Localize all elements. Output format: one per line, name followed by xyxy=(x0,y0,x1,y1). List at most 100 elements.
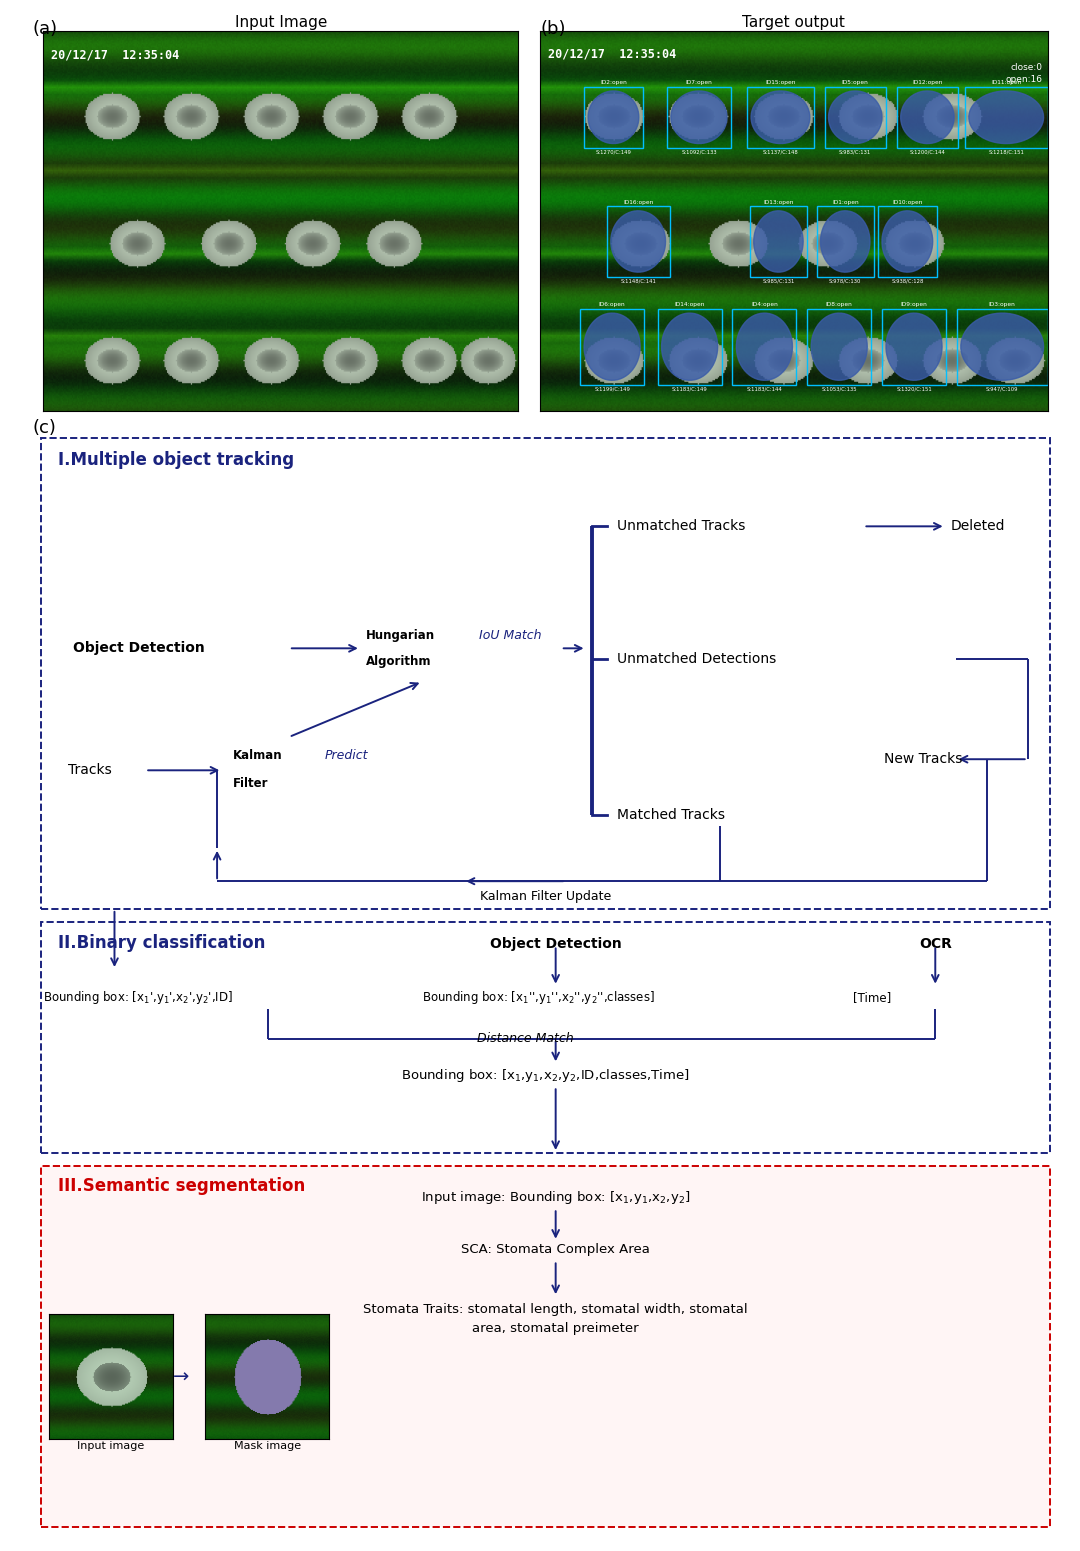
Text: Bounding box: [x$_1$,y$_1$,x$_2$,y$_2$,ID,classes,Time]: Bounding box: [x$_1$,y$_1$,x$_2$,y$_2$,I… xyxy=(401,1067,690,1084)
Text: S:1148/C:141: S:1148/C:141 xyxy=(620,278,657,282)
Text: S:1092/C:133: S:1092/C:133 xyxy=(681,149,717,155)
Text: Bounding box: [x$_1$',y$_1$',x$_2$',y$_2$',ID]: Bounding box: [x$_1$',y$_1$',x$_2$',y$_2… xyxy=(43,990,232,1007)
Text: S:1137/C:148: S:1137/C:148 xyxy=(762,149,798,155)
Text: Hungarian: Hungarian xyxy=(366,628,435,642)
Polygon shape xyxy=(671,92,727,144)
Text: I.Multiple object tracking: I.Multiple object tracking xyxy=(58,451,294,468)
Text: Stomata Traits: stomatal length, stomatal width, stomatal
area, stomatal preimet: Stomata Traits: stomatal length, stomata… xyxy=(363,1303,748,1335)
Bar xyxy=(580,309,644,385)
Text: ID6:open: ID6:open xyxy=(598,302,625,307)
X-axis label: Mask image: Mask image xyxy=(233,1441,301,1452)
Title: Target output: Target output xyxy=(742,16,846,29)
Bar xyxy=(750,206,807,276)
Text: S:947/C:109: S:947/C:109 xyxy=(986,386,1018,391)
Text: S:983/C:131: S:983/C:131 xyxy=(839,149,872,155)
Bar xyxy=(896,87,958,147)
Bar xyxy=(732,309,796,385)
Text: Input image: Bounding box: [x$_1$,y$_1$,x$_2$,y$_2$]: Input image: Bounding box: [x$_1$,y$_1$,… xyxy=(421,1188,690,1205)
Text: S:1320/C:151: S:1320/C:151 xyxy=(896,386,932,391)
Text: Deleted: Deleted xyxy=(950,520,1005,534)
Text: Kalman: Kalman xyxy=(232,749,282,763)
Polygon shape xyxy=(901,92,954,144)
Bar xyxy=(607,206,670,276)
Bar xyxy=(816,206,874,276)
Bar xyxy=(584,87,643,147)
Bar xyxy=(878,206,936,276)
Title: Input Image: Input Image xyxy=(234,16,327,29)
Text: ID13:open: ID13:open xyxy=(764,200,794,205)
Polygon shape xyxy=(882,211,933,271)
Bar xyxy=(658,309,721,385)
Text: S:1199/C:149: S:1199/C:149 xyxy=(594,386,630,391)
Text: S:1183/C:149: S:1183/C:149 xyxy=(672,386,707,391)
Text: Bounding box: [x$_1$'',y$_1$'',x$_2$'',y$_2$'',classes]: Bounding box: [x$_1$'',y$_1$'',x$_2$'',y… xyxy=(422,990,656,1007)
Polygon shape xyxy=(821,211,870,271)
Text: S:1270/C:149: S:1270/C:149 xyxy=(595,149,632,155)
Polygon shape xyxy=(886,313,942,380)
Text: II.Binary classification: II.Binary classification xyxy=(58,934,266,952)
Text: ID4:open: ID4:open xyxy=(751,302,778,307)
Polygon shape xyxy=(611,211,665,271)
Text: S:978/C:130: S:978/C:130 xyxy=(829,278,862,282)
FancyBboxPatch shape xyxy=(41,923,1050,1152)
Text: Predict: Predict xyxy=(325,749,368,763)
Bar xyxy=(747,87,814,147)
Bar xyxy=(824,87,886,147)
Text: ID12:open: ID12:open xyxy=(913,81,943,85)
Text: Filter: Filter xyxy=(232,777,268,789)
Bar xyxy=(667,87,731,147)
Text: OCR: OCR xyxy=(919,937,951,951)
Text: Distance Match: Distance Match xyxy=(476,1031,573,1045)
Text: ID8:open: ID8:open xyxy=(826,302,852,307)
Text: (b): (b) xyxy=(540,20,566,39)
Text: Object Detection: Object Detection xyxy=(490,937,621,951)
Text: (a): (a) xyxy=(32,20,57,39)
Polygon shape xyxy=(961,313,1043,380)
Polygon shape xyxy=(828,92,882,144)
Text: New Tracks: New Tracks xyxy=(883,752,962,766)
Text: S:985/C:131: S:985/C:131 xyxy=(762,278,795,282)
Bar xyxy=(882,309,946,385)
Bar xyxy=(964,87,1048,147)
Text: 20/12/17  12:35:04: 20/12/17 12:35:04 xyxy=(52,48,179,60)
Text: (c): (c) xyxy=(32,419,56,437)
Polygon shape xyxy=(737,313,793,380)
Polygon shape xyxy=(662,313,717,380)
Polygon shape xyxy=(969,92,1043,144)
Text: Object Detection: Object Detection xyxy=(73,641,205,656)
Polygon shape xyxy=(811,313,867,380)
Text: Unmatched Detections: Unmatched Detections xyxy=(617,653,777,667)
Text: ID1:open: ID1:open xyxy=(832,200,859,205)
Text: Kalman Filter Update: Kalman Filter Update xyxy=(480,890,611,903)
Text: ID10:open: ID10:open xyxy=(892,200,922,205)
Text: Matched Tracks: Matched Tracks xyxy=(617,808,726,822)
Bar xyxy=(957,309,1048,385)
Text: IoU Match: IoU Match xyxy=(478,628,541,642)
Text: III.Semantic segmentation: III.Semantic segmentation xyxy=(58,1177,306,1196)
Text: ID9:open: ID9:open xyxy=(901,302,928,307)
Text: ID16:open: ID16:open xyxy=(623,200,653,205)
Polygon shape xyxy=(584,313,640,380)
Text: [Time]: [Time] xyxy=(853,991,891,1003)
Text: S:1218/C:151: S:1218/C:151 xyxy=(988,149,1024,155)
Text: ID14:open: ID14:open xyxy=(674,302,705,307)
Text: →: → xyxy=(173,1368,190,1387)
Text: Tracks: Tracks xyxy=(68,763,112,777)
Text: Unmatched Tracks: Unmatched Tracks xyxy=(617,520,745,534)
Text: S:938/C:128: S:938/C:128 xyxy=(891,278,923,282)
Text: ID15:open: ID15:open xyxy=(766,81,796,85)
Text: S:1200/C:144: S:1200/C:144 xyxy=(909,149,945,155)
Text: close:0
open:16: close:0 open:16 xyxy=(1005,64,1042,84)
Text: ID2:open: ID2:open xyxy=(600,81,626,85)
Polygon shape xyxy=(751,92,810,144)
Text: SCA: Stomata Complex Area: SCA: Stomata Complex Area xyxy=(461,1242,650,1256)
FancyBboxPatch shape xyxy=(41,437,1050,909)
FancyBboxPatch shape xyxy=(41,1166,1050,1526)
Text: ID11:open: ID11:open xyxy=(991,81,1022,85)
Text: ID5:open: ID5:open xyxy=(842,81,868,85)
Polygon shape xyxy=(589,92,639,144)
Polygon shape xyxy=(754,211,804,271)
Bar xyxy=(807,309,872,385)
Text: 20/12/17  12:35:04: 20/12/17 12:35:04 xyxy=(548,48,676,60)
Text: S:1183/C:144: S:1183/C:144 xyxy=(746,386,782,391)
